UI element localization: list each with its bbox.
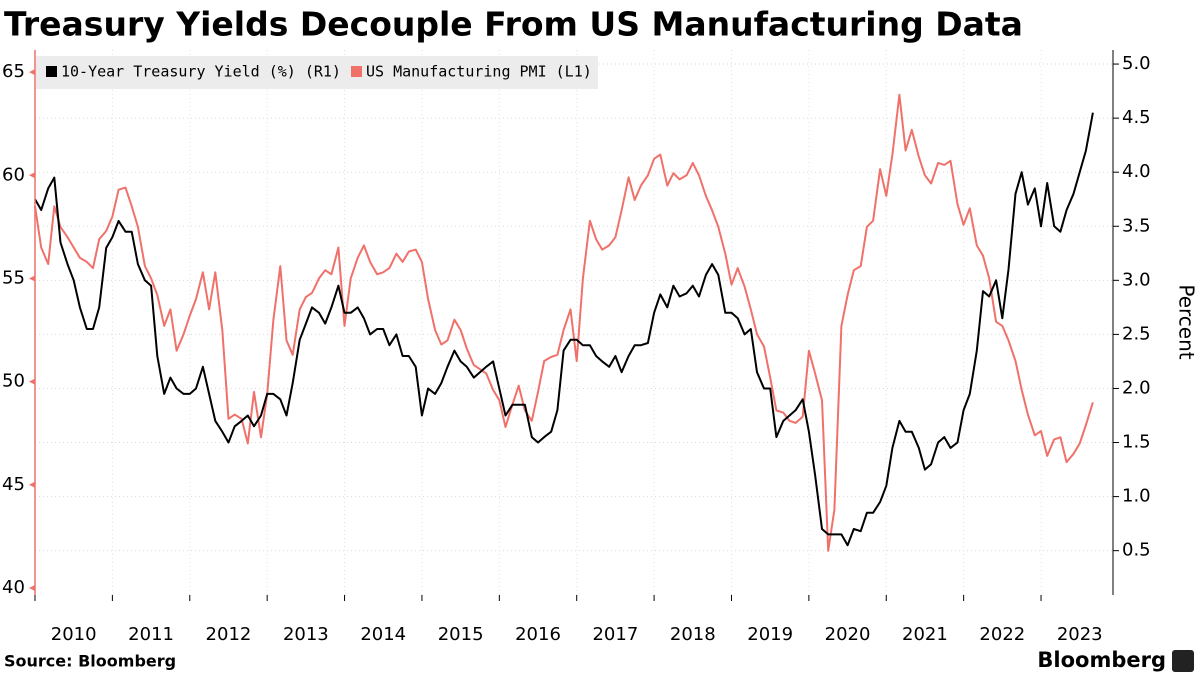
y-tick-label: 55: [2, 267, 25, 288]
legend-swatch: [46, 66, 57, 77]
x-tick-label: 2017: [592, 624, 638, 645]
y2-tick-label: 1.5: [1122, 432, 1151, 453]
brand: Bloomberg: [1037, 648, 1166, 672]
series-line: [34, 112, 1094, 547]
x-tick-label: 2014: [360, 624, 406, 645]
y2-tick-label: 4.0: [1122, 161, 1151, 182]
legend-box: [36, 56, 598, 89]
brand-icon: [1172, 650, 1194, 672]
x-tick-label: 2012: [206, 624, 252, 645]
x-tick-label: 2019: [747, 624, 793, 645]
y-tick-mark: [29, 275, 35, 282]
y-tick-mark: [29, 584, 35, 591]
legend-swatch: [351, 66, 362, 77]
y2-tick-label: 2.0: [1122, 377, 1151, 398]
series-line: [34, 93, 1094, 552]
legend-label: US Manufacturing PMI (L1): [366, 63, 592, 81]
y2-tick-label: 2.5: [1122, 323, 1151, 344]
x-tick-label: 2013: [283, 624, 329, 645]
y-tick-mark: [29, 481, 35, 488]
y-tick-label: 50: [2, 371, 25, 392]
chart-title: Treasury Yields Decouple From US Manufac…: [4, 5, 1023, 44]
y-tick-label: 40: [2, 577, 25, 598]
x-tick-label: 2018: [670, 624, 716, 645]
y2-tick-label: 5.0: [1122, 53, 1151, 74]
y-tick-label: 45: [2, 474, 25, 495]
x-tick-label: 2015: [438, 624, 484, 645]
y2-axis-label: Percent: [1175, 284, 1199, 359]
y-tick-mark: [29, 69, 35, 76]
x-tick-label: 2021: [902, 624, 948, 645]
x-tick-label: 2022: [979, 624, 1025, 645]
y2-tick-label: 3.0: [1122, 269, 1151, 290]
y2-tick-label: 0.5: [1122, 540, 1151, 561]
x-tick-label: 2010: [51, 624, 97, 645]
x-tick-label: 2020: [825, 624, 871, 645]
legend-label: 10-Year Treasury Yield (%) (R1): [61, 63, 341, 81]
y2-tick-label: 3.5: [1122, 215, 1151, 236]
y-tick-label: 60: [2, 164, 25, 185]
y2-tick-label: 4.5: [1122, 107, 1151, 128]
x-tick-label: 2011: [128, 624, 174, 645]
y2-tick-label: 1.0: [1122, 486, 1151, 507]
y-tick-mark: [29, 378, 35, 385]
y-tick-mark: [29, 172, 35, 179]
source: Source: Bloomberg: [4, 652, 176, 671]
x-tick-label: 2016: [515, 624, 561, 645]
x-tick-label: 2023: [1057, 624, 1103, 645]
y-tick-label: 65: [2, 61, 25, 82]
